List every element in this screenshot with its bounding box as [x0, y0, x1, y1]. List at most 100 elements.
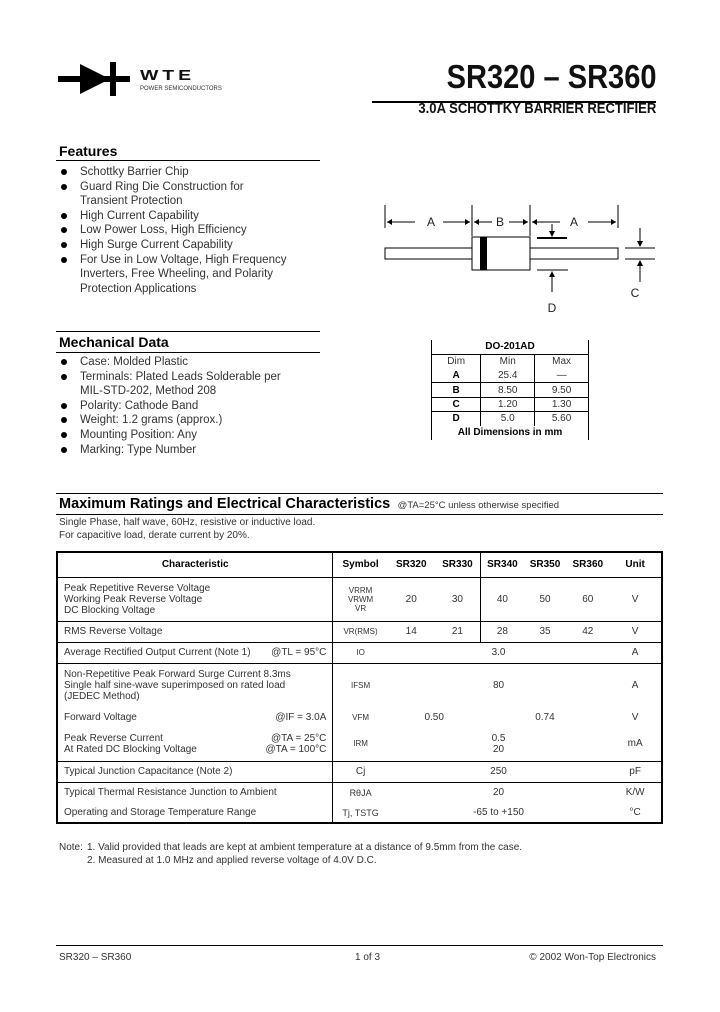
- ratings-table: Characteristic Symbol SR320 SR330 SR340 …: [56, 551, 663, 824]
- ratings-note-2: For capacitive load, derate current by 2…: [59, 530, 250, 541]
- cell: IFSM: [332, 662, 388, 707]
- cell: 28: [480, 620, 524, 642]
- cell: -65 to +150: [473, 807, 524, 818]
- cell: 40: [496, 593, 508, 605]
- logo-text: WTE: [140, 67, 196, 84]
- col-header: Symbol: [332, 552, 388, 578]
- cell: Typical Junction Capacitance (Note 2): [57, 760, 334, 782]
- cell: B: [431, 382, 481, 398]
- condition: @IF = 3.0A: [275, 711, 327, 723]
- table-row: Forward Voltage @IF = 3.0A VFM 0.50 0.74 …: [57, 707, 662, 727]
- list-item-text: Terminals: Plated Leads Solderable per: [80, 370, 281, 383]
- cell: 20: [492, 743, 505, 755]
- cell: Working Peak Reverse Voltage: [64, 593, 203, 605]
- cell: °C: [629, 807, 641, 818]
- cell: 8.50: [480, 382, 535, 398]
- cell: V: [609, 620, 662, 642]
- list-item: Low Power Loss, High Efficiency: [56, 223, 286, 238]
- cell: Single half sine-wave superimposed on ra…: [64, 679, 286, 691]
- col-header: SR330: [434, 552, 482, 578]
- table-row: Typical Junction Capacitance (Note 2) Cj…: [57, 760, 662, 782]
- list-item: Weight: 1.2 grams (approx.): [56, 413, 281, 428]
- cell: 50: [539, 593, 551, 605]
- table-row: C 1.20 1.30: [431, 397, 589, 412]
- cell: VFM: [352, 712, 370, 722]
- list-item-text: Low Power Loss, High Efficiency: [80, 224, 247, 237]
- table-row: Peak Repetitive Reverse Voltage Working P…: [57, 577, 662, 621]
- col-header: SR350: [523, 552, 567, 578]
- note-1: 1. Valid provided that leads are kept at…: [87, 842, 523, 853]
- cell: K/W: [609, 781, 662, 803]
- cell: A: [609, 662, 662, 707]
- cell: At Rated DC Blocking Voltage: [64, 743, 197, 755]
- cell: 1.30: [534, 397, 589, 412]
- cell: Typical Thermal Resistance Junction to A…: [57, 781, 334, 803]
- cell: 25.4: [480, 368, 535, 384]
- dim-label-a2: A: [570, 215, 578, 229]
- list-item: Case: Molded Plastic: [56, 355, 281, 370]
- cell: VR: [355, 603, 367, 613]
- cell: Forward Voltage: [64, 711, 137, 723]
- list-item-text: High Surge Current Capability: [80, 238, 233, 251]
- cell: 0.50: [424, 711, 444, 723]
- footer-copyright: © 2002 Won-Top Electronics: [529, 952, 656, 963]
- cell: 3.0: [387, 641, 610, 663]
- cell: C: [431, 397, 481, 412]
- list-item-text: Weight: 1.2 grams (approx.): [80, 414, 223, 427]
- package-name: DO-201AD: [431, 340, 589, 355]
- cell: RMS Reverse Voltage: [57, 620, 334, 642]
- cell: Operating and Storage Temperature Range: [57, 803, 334, 823]
- cell: Peak Repetitive Reverse Voltage: [64, 582, 211, 594]
- col-header: SR340: [480, 552, 524, 578]
- table-row: B 8.50 9.50: [431, 382, 589, 398]
- cathode-band: [480, 237, 487, 270]
- col-header: Dim: [447, 356, 466, 368]
- logo-subtext: POWER SEMICONDUCTORS: [140, 86, 222, 92]
- cell: 0.5: [491, 732, 506, 744]
- logo: [58, 60, 130, 103]
- table-row: A 25.4—: [431, 368, 589, 384]
- cell: VR(RMS): [332, 620, 388, 642]
- list-item-text: Polarity: Cathode Band: [80, 399, 199, 412]
- table-row: Peak Reverse Current @TA = 25°C At Rated D…: [57, 727, 662, 761]
- ratings-note-1: Single Phase, half wave, 60Hz, resistive…: [59, 517, 316, 528]
- list-item: High Surge Current Capability: [56, 238, 286, 253]
- list-item-text: MIL-STD-202, Method 208: [80, 385, 217, 398]
- note-2: 2. Measured at 1.0 MHz and applied rever…: [87, 855, 377, 866]
- list-item-text: Protection Applications: [80, 282, 197, 295]
- list-item-text: High Current Capability: [80, 209, 199, 222]
- cell: 14: [387, 620, 435, 642]
- cell: 0.74: [535, 711, 555, 723]
- cell: A: [431, 368, 481, 384]
- features-heading: Features: [59, 143, 118, 159]
- subtitle: 3.0A SCHOTTKY BARRIER RECTIFIER: [418, 101, 656, 117]
- list-item: Guard Ring Die Construction for Transient…: [56, 180, 286, 209]
- cell: VRRM: [348, 585, 373, 595]
- cell: —: [534, 368, 589, 384]
- cell: 35: [523, 620, 567, 642]
- notes-label: Note:: [59, 842, 83, 853]
- footer-page: 1 of 3: [355, 952, 381, 963]
- cell: 1.20: [480, 397, 535, 412]
- list-item: High Current Capability: [56, 209, 286, 224]
- dim-label-a: A: [427, 215, 435, 229]
- cell: IRM: [353, 739, 368, 749]
- features-list: Schottky Barrier Chip Guard Ring Die Cons…: [56, 165, 286, 296]
- list-item: For Use in Low Voltage, High Frequency In…: [56, 253, 286, 297]
- cell: 21: [434, 620, 482, 642]
- cell: A: [609, 641, 662, 663]
- table-row: RMS Reverse Voltage VR(RMS) 14 21 28 35 …: [57, 620, 662, 642]
- cell: pF: [609, 760, 662, 782]
- col-header: Max: [534, 354, 589, 369]
- list-item: Mounting Position: Any: [56, 428, 281, 443]
- dim-label-d: D: [548, 301, 557, 315]
- list-item-text: Guard Ring Die Construction for: [80, 180, 244, 193]
- ratings-title: Maximum Ratings and Electrical Character…: [59, 496, 391, 512]
- cell: 60: [582, 593, 594, 605]
- list-item-text: Transient Protection: [80, 195, 183, 208]
- cell: Average Rectified Output Current (Note 1…: [64, 647, 251, 658]
- condition: @TA = 25°C: [270, 732, 327, 744]
- cell: DC Blocking Voltage: [64, 604, 156, 616]
- cell: V: [631, 593, 639, 605]
- dim-label-b: B: [496, 215, 504, 229]
